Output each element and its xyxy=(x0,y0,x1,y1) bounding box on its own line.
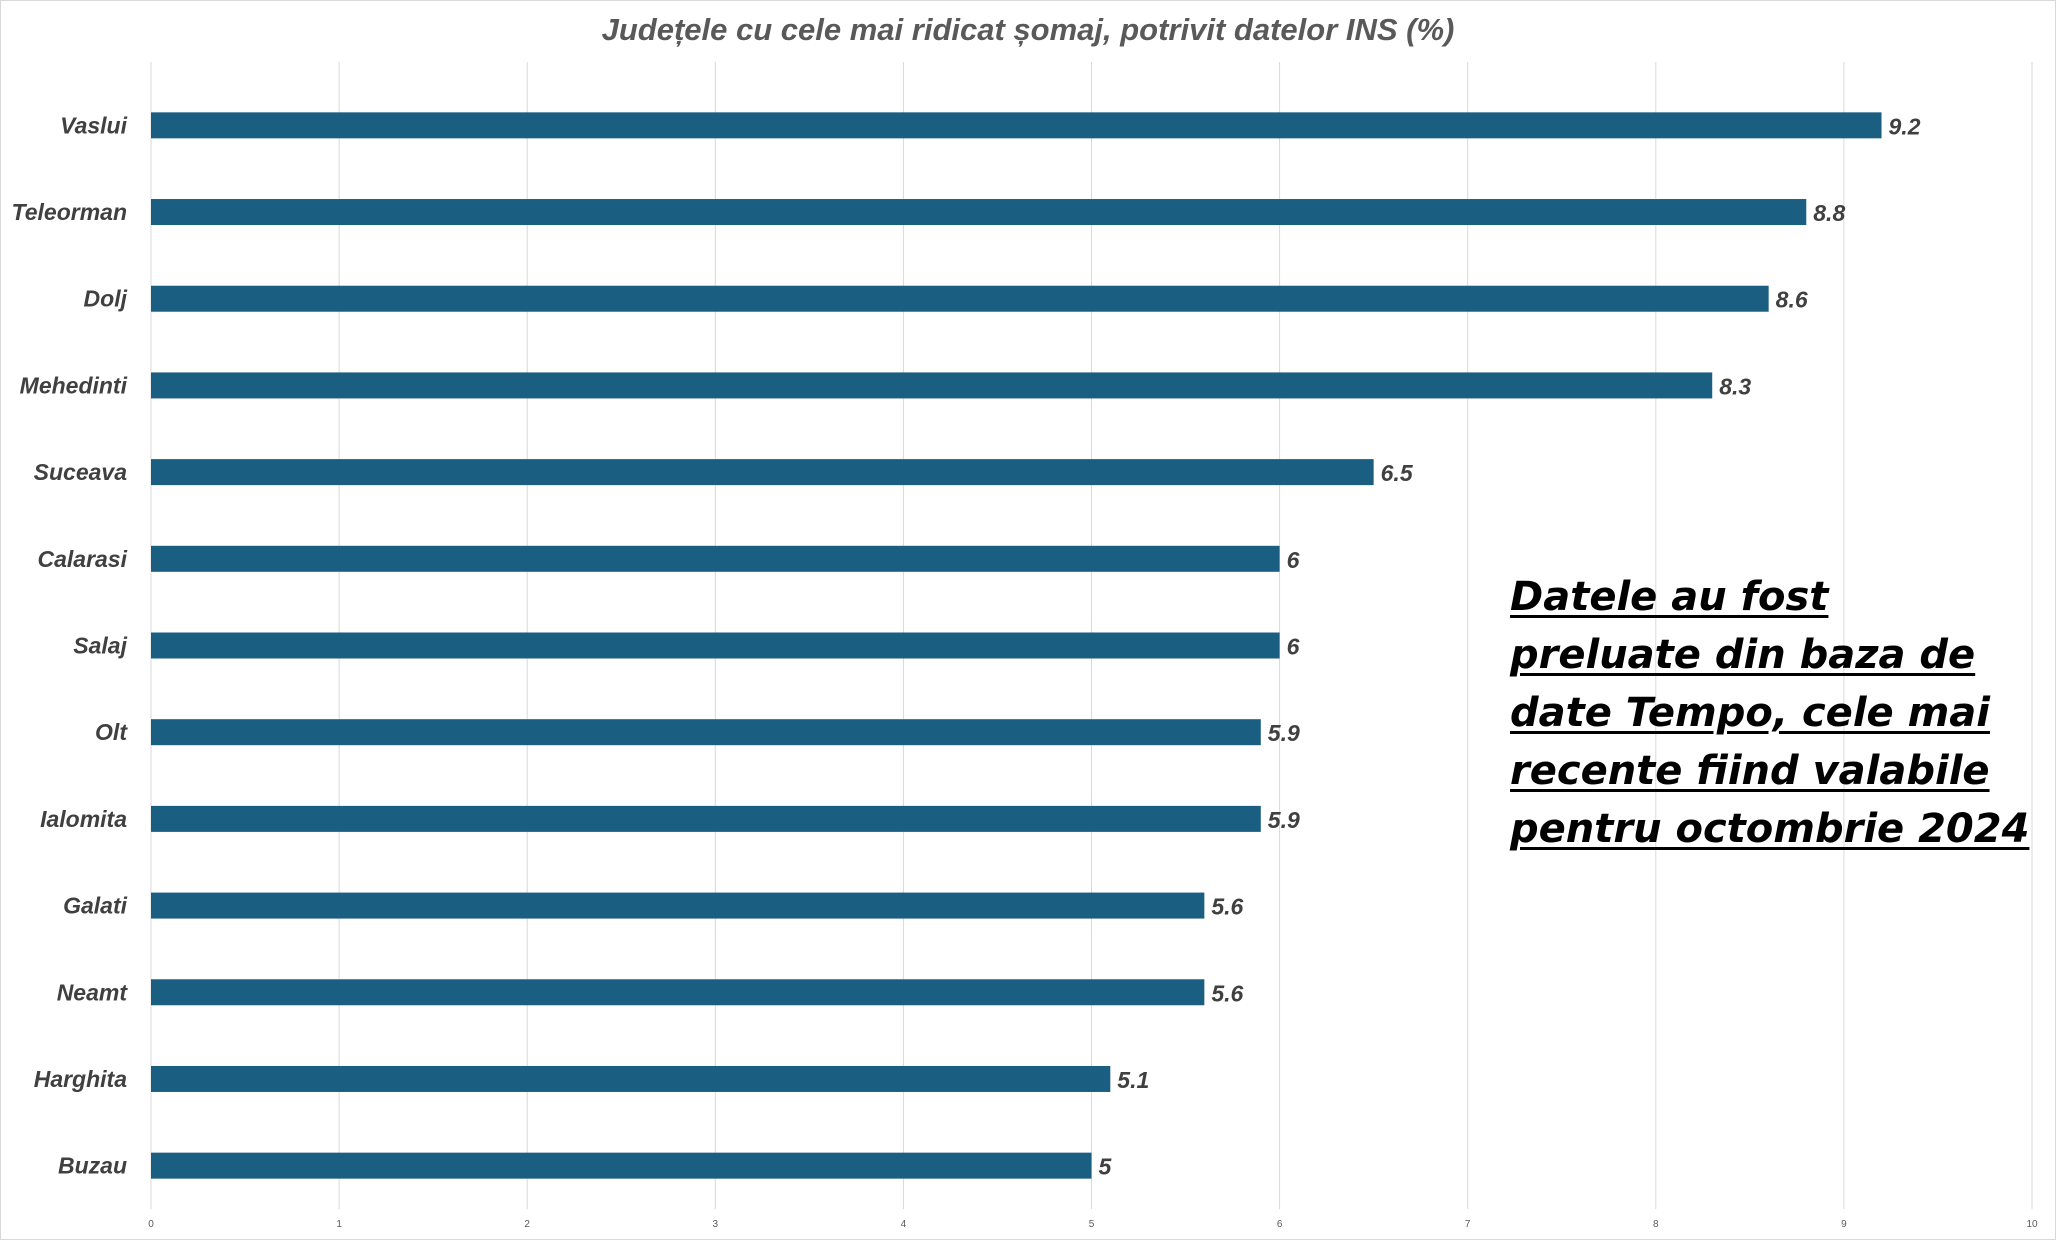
category-label: Galati xyxy=(63,893,128,919)
x-tick-label: 1 xyxy=(336,1219,342,1230)
x-tick-label: 8 xyxy=(1653,1219,1659,1230)
bar xyxy=(151,979,1205,1006)
category-label: Salaj xyxy=(73,633,127,659)
x-tick-label: 2 xyxy=(524,1219,530,1230)
category-label: Dolj xyxy=(84,286,128,312)
bar xyxy=(151,372,1713,399)
bar xyxy=(151,285,1769,312)
x-tick-label: 7 xyxy=(1465,1219,1471,1230)
category-label: Suceava xyxy=(34,459,128,485)
bar xyxy=(151,1065,1111,1092)
bar xyxy=(151,1152,1092,1179)
data-label: 6 xyxy=(1287,547,1300,573)
bar xyxy=(151,805,1261,832)
data-label: 5.9 xyxy=(1268,807,1300,833)
x-tick-label: 6 xyxy=(1277,1219,1283,1230)
data-label: 5.6 xyxy=(1211,980,1243,1006)
bar xyxy=(151,112,1882,139)
category-label: Neamt xyxy=(57,979,129,1005)
category-label: Harghita xyxy=(34,1066,128,1092)
category-label: Vaslui xyxy=(60,112,128,138)
data-label: 6.5 xyxy=(1381,460,1414,486)
bar xyxy=(151,719,1261,746)
data-label: 5 xyxy=(1099,1154,1113,1180)
x-tick-label: 9 xyxy=(1841,1219,1847,1230)
bar xyxy=(151,199,1807,226)
data-label: 8.8 xyxy=(1813,200,1845,226)
chart-title: Județele cu cele mai ridicat șomaj, potr… xyxy=(601,12,1455,47)
category-label: Olt xyxy=(95,719,128,745)
data-label: 5.9 xyxy=(1268,720,1300,746)
x-tick-label: 3 xyxy=(713,1219,719,1230)
category-label: Calarasi xyxy=(37,546,127,572)
source-note: Datele au fost preluate din baza de date… xyxy=(1510,574,2030,852)
bar xyxy=(151,632,1280,659)
data-labels: 9.2 8.8 8.6 8.3 6.5 6 6 5.9 5.9 5.6 5.6 5.1 5 xyxy=(1099,113,1921,1179)
category-label: Mehedinti xyxy=(20,372,128,398)
category-label: Ialomita xyxy=(40,806,127,832)
x-tick-label: 4 xyxy=(901,1219,907,1230)
bar xyxy=(151,545,1280,572)
category-label: Buzau xyxy=(58,1153,127,1179)
category-label: Teleorman xyxy=(12,199,127,225)
bars xyxy=(151,112,1882,1179)
category-labels: Vaslui Teleorman Dolj Mehedinti Suceava Calar… xyxy=(12,112,129,1178)
x-axis-ticks: 0 1 2 3 4 5 6 7 8 9 10 xyxy=(148,1219,2038,1230)
x-tick-label: 5 xyxy=(1089,1219,1095,1230)
data-label: 6 xyxy=(1287,634,1300,660)
data-label: 8.3 xyxy=(1719,373,1751,399)
data-label: 8.6 xyxy=(1776,287,1808,313)
data-label: 9.2 xyxy=(1889,113,1921,139)
data-label: 5.6 xyxy=(1211,894,1243,920)
data-label: 5.1 xyxy=(1117,1067,1149,1093)
bar xyxy=(151,459,1374,486)
x-tick-label: 10 xyxy=(2026,1219,2038,1230)
bar xyxy=(151,892,1205,919)
x-tick-label: 0 xyxy=(148,1219,154,1230)
